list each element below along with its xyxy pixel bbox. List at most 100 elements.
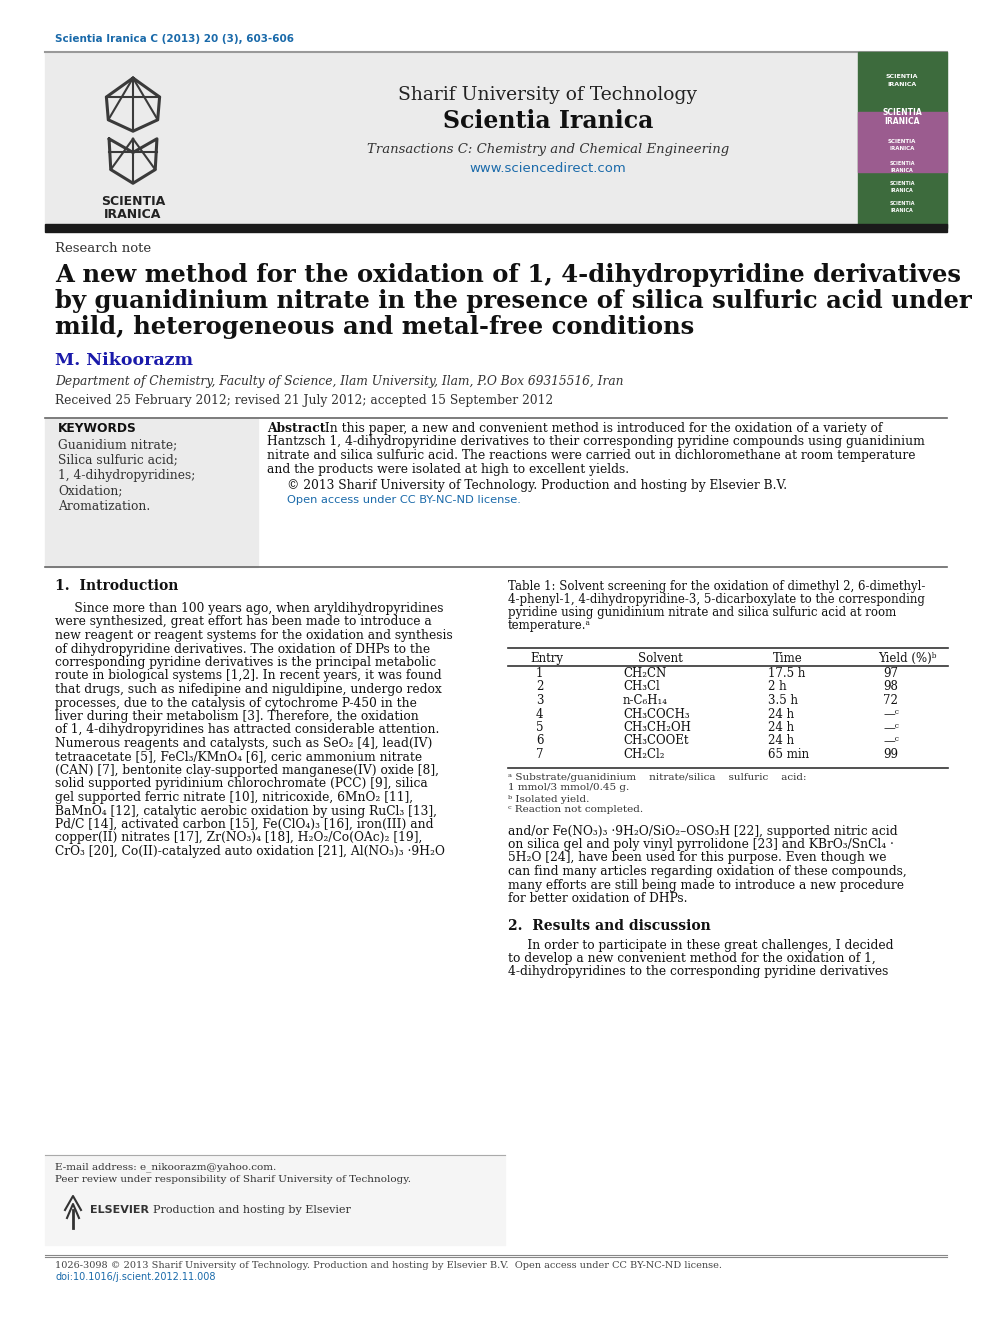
Text: SCIENTIA: SCIENTIA: [882, 108, 922, 116]
Text: 4: 4: [536, 708, 544, 721]
Text: Since more than 100 years ago, when aryldihydropyridines: Since more than 100 years ago, when aryl…: [55, 602, 443, 615]
Text: In order to participate in these great challenges, I decided: In order to participate in these great c…: [508, 938, 894, 951]
Text: Table 1: Solvent screening for the oxidation of dimethyl 2, 6-dimethyl-: Table 1: Solvent screening for the oxida…: [508, 579, 926, 593]
Text: Production and hosting by Elsevier: Production and hosting by Elsevier: [153, 1205, 351, 1215]
Text: copper(II) nitrates [17], Zr(NO₃)₄ [18], H₂O₂/Co(OAc)₂ [19],: copper(II) nitrates [17], Zr(NO₃)₄ [18],…: [55, 831, 423, 844]
Text: tetraacetate [5], FeCl₃/KMnO₄ [6], ceric ammonium nitrate: tetraacetate [5], FeCl₃/KMnO₄ [6], ceric…: [55, 750, 423, 763]
Text: In this paper, a new and convenient method is introduced for the oxidation of a : In this paper, a new and convenient meth…: [321, 422, 882, 435]
Text: on silica gel and poly vinyl pyrrolidone [23] and KBrO₃/SnCl₄ ·: on silica gel and poly vinyl pyrrolidone…: [508, 837, 894, 851]
Text: were synthesized, great effort has been made to introduce a: were synthesized, great effort has been …: [55, 615, 432, 628]
Text: ᵃ Substrate/guanidinium    nitrate/silica    sulfuric    acid:: ᵃ Substrate/guanidinium nitrate/silica s…: [508, 773, 806, 782]
Text: 1: 1: [536, 667, 544, 680]
Text: Scientia Iranica: Scientia Iranica: [442, 108, 653, 134]
Text: 1 mmol/3 mmol/0.45 g.: 1 mmol/3 mmol/0.45 g.: [508, 783, 629, 792]
Text: Abstract: Abstract: [267, 422, 325, 435]
Text: CH₃COOEt: CH₃COOEt: [623, 734, 688, 747]
Text: CH₃CH₂OH: CH₃CH₂OH: [623, 721, 690, 734]
Text: E-mail address: e_nikoorazm@yahoo.com.: E-mail address: e_nikoorazm@yahoo.com.: [55, 1162, 276, 1172]
Text: Transactions C: Chemistry and Chemical Engineering: Transactions C: Chemistry and Chemical E…: [367, 143, 729, 156]
Text: 4-phenyl-1, 4-dihydropyridine-3, 5-dicarboxylate to the corresponding: 4-phenyl-1, 4-dihydropyridine-3, 5-dicar…: [508, 593, 925, 606]
Text: CrO₃ [20], Co(II)-catalyzed auto oxidation [21], Al(NO₃)₃ ·9H₂O: CrO₃ [20], Co(II)-catalyzed auto oxidati…: [55, 845, 444, 859]
Text: —ᶜ: —ᶜ: [883, 708, 899, 721]
Text: and/or Fe(NO₃)₃ ·9H₂O/SiO₂–OSO₃H [22], supported nitric acid: and/or Fe(NO₃)₃ ·9H₂O/SiO₂–OSO₃H [22], s…: [508, 824, 898, 837]
Text: —ᶜ: —ᶜ: [883, 734, 899, 747]
Text: Yield (%)ᵇ: Yield (%)ᵇ: [878, 652, 936, 665]
Text: IRANICA: IRANICA: [889, 146, 915, 151]
Text: corresponding pyridine derivatives is the principal metabolic: corresponding pyridine derivatives is th…: [55, 656, 436, 669]
Text: Department of Chemistry, Faculty of Science, Ilam University, Ilam, P.O Box 6931: Department of Chemistry, Faculty of Scie…: [55, 374, 624, 388]
Text: KEYWORDS: KEYWORDS: [58, 422, 137, 435]
Text: of 1, 4-dihydropyridines has attracted considerable attention.: of 1, 4-dihydropyridines has attracted c…: [55, 724, 439, 737]
Text: CH₃COCH₃: CH₃COCH₃: [623, 708, 689, 721]
Text: 65 min: 65 min: [768, 747, 809, 761]
Text: 4-dihydropyridines to the corresponding pyridine derivatives: 4-dihydropyridines to the corresponding …: [508, 966, 889, 979]
Text: Oxidation;: Oxidation;: [58, 484, 122, 497]
Text: Hantzsch 1, 4-dihydropyridine derivatives to their corresponding pyridine compou: Hantzsch 1, 4-dihydropyridine derivative…: [267, 435, 925, 448]
Text: BaMnO₄ [12], catalytic aerobic oxidation by using RuCl₃ [13],: BaMnO₄ [12], catalytic aerobic oxidation…: [55, 804, 437, 818]
Text: IRANICA: IRANICA: [888, 82, 917, 87]
Text: Scientia Iranica C (2013) 20 (3), 603-606: Scientia Iranica C (2013) 20 (3), 603-60…: [55, 34, 294, 44]
Text: liver during their metabolism [3]. Therefore, the oxidation: liver during their metabolism [3]. There…: [55, 710, 419, 722]
Text: SCIENTIA: SCIENTIA: [889, 181, 915, 187]
Text: ELSEVIER: ELSEVIER: [90, 1205, 149, 1215]
Text: SCIENTIA: SCIENTIA: [889, 161, 915, 165]
Bar: [45, 1155, 505, 1245]
Text: by guanidinium nitrate in the presence of silica sulfuric acid under: by guanidinium nitrate in the presence o…: [55, 288, 972, 314]
Text: 99: 99: [883, 747, 898, 761]
Text: and the products were isolated at high to excellent yields.: and the products were isolated at high t…: [267, 463, 629, 475]
Text: IRANICA: IRANICA: [891, 208, 914, 213]
Bar: [45, 224, 947, 232]
Text: Sharif University of Technology: Sharif University of Technology: [399, 86, 697, 105]
Text: CH₂Cl₂: CH₂Cl₂: [623, 747, 665, 761]
Text: doi:10.1016/j.scient.2012.11.008: doi:10.1016/j.scient.2012.11.008: [55, 1271, 215, 1282]
Text: 3: 3: [536, 695, 544, 706]
Text: 6: 6: [536, 734, 544, 747]
Text: Solvent: Solvent: [638, 652, 682, 665]
Text: 97: 97: [883, 667, 898, 680]
Text: 2.  Results and discussion: 2. Results and discussion: [508, 919, 710, 934]
Text: can find many articles regarding oxidation of these compounds,: can find many articles regarding oxidati…: [508, 865, 907, 878]
Text: © 2013 Sharif University of Technology. Production and hosting by Elsevier B.V.: © 2013 Sharif University of Technology. …: [287, 479, 787, 492]
Text: 2: 2: [536, 680, 544, 693]
Text: Received 25 February 2012; revised 21 July 2012; accepted 15 September 2012: Received 25 February 2012; revised 21 Ju…: [55, 394, 554, 407]
Text: M. Nikoorazm: M. Nikoorazm: [55, 352, 193, 369]
Text: to develop a new convenient method for the oxidation of 1,: to develop a new convenient method for t…: [508, 953, 876, 964]
Text: Silica sulfuric acid;: Silica sulfuric acid;: [58, 454, 178, 467]
Text: 5: 5: [536, 721, 544, 734]
Text: IRANICA: IRANICA: [891, 168, 914, 173]
Text: SCIENTIA: SCIENTIA: [101, 194, 165, 208]
Text: ᶜ Reaction not completed.: ᶜ Reaction not completed.: [508, 806, 643, 815]
Text: CH₂CN: CH₂CN: [623, 667, 667, 680]
Text: solid supported pyridinium chlorochromate (PCC) [9], silica: solid supported pyridinium chlorochromat…: [55, 778, 428, 791]
Text: 24 h: 24 h: [768, 734, 795, 747]
Text: 98: 98: [883, 680, 898, 693]
Text: for better oxidation of DHPs.: for better oxidation of DHPs.: [508, 892, 687, 905]
Text: Aromatization.: Aromatization.: [58, 500, 150, 513]
Text: processes, due to the catalysis of cytochrome P-450 in the: processes, due to the catalysis of cytoc…: [55, 696, 417, 709]
Text: 72: 72: [883, 695, 898, 706]
Text: IRANICA: IRANICA: [104, 208, 162, 221]
Text: 7: 7: [536, 747, 544, 761]
Text: gel supported ferric nitrate [10], nitricoxide, 6MnO₂ [11],: gel supported ferric nitrate [10], nitri…: [55, 791, 413, 804]
Text: 17.5 h: 17.5 h: [768, 667, 806, 680]
Text: new reagent or reagent systems for the oxidation and synthesis: new reagent or reagent systems for the o…: [55, 628, 452, 642]
Text: —ᶜ: —ᶜ: [883, 721, 899, 734]
Text: IRANICA: IRANICA: [891, 188, 914, 193]
Text: www.sciencedirect.com: www.sciencedirect.com: [469, 161, 626, 175]
Text: 5H₂O [24], have been used for this purpose. Even though we: 5H₂O [24], have been used for this purpo…: [508, 852, 887, 864]
Text: mild, heterogeneous and metal-free conditions: mild, heterogeneous and metal-free condi…: [55, 315, 694, 339]
Text: ᵇ Isolated yield.: ᵇ Isolated yield.: [508, 795, 589, 803]
Text: Guanidium nitrate;: Guanidium nitrate;: [58, 438, 178, 451]
Text: SCIENTIA: SCIENTIA: [888, 139, 917, 144]
Text: Open access under CC BY-NC-ND license.: Open access under CC BY-NC-ND license.: [287, 495, 521, 505]
Text: (CAN) [7], bentonite clay-supported manganese(IV) oxide [8],: (CAN) [7], bentonite clay-supported mang…: [55, 763, 439, 777]
Text: temperature.ᵃ: temperature.ᵃ: [508, 619, 591, 632]
Text: nitrate and silica sulfuric acid. The reactions were carried out in dichlorometh: nitrate and silica sulfuric acid. The re…: [267, 448, 916, 462]
Text: of dihydropyridine derivatives. The oxidation of DHPs to the: of dihydropyridine derivatives. The oxid…: [55, 643, 431, 655]
Bar: [858, 52, 947, 228]
Text: SCIENTIA: SCIENTIA: [889, 201, 915, 206]
Text: 24 h: 24 h: [768, 708, 795, 721]
Bar: [858, 112, 947, 172]
Text: A new method for the oxidation of 1, 4-dihydropyridine derivatives: A new method for the oxidation of 1, 4-d…: [55, 263, 961, 287]
Text: Entry: Entry: [530, 652, 563, 665]
